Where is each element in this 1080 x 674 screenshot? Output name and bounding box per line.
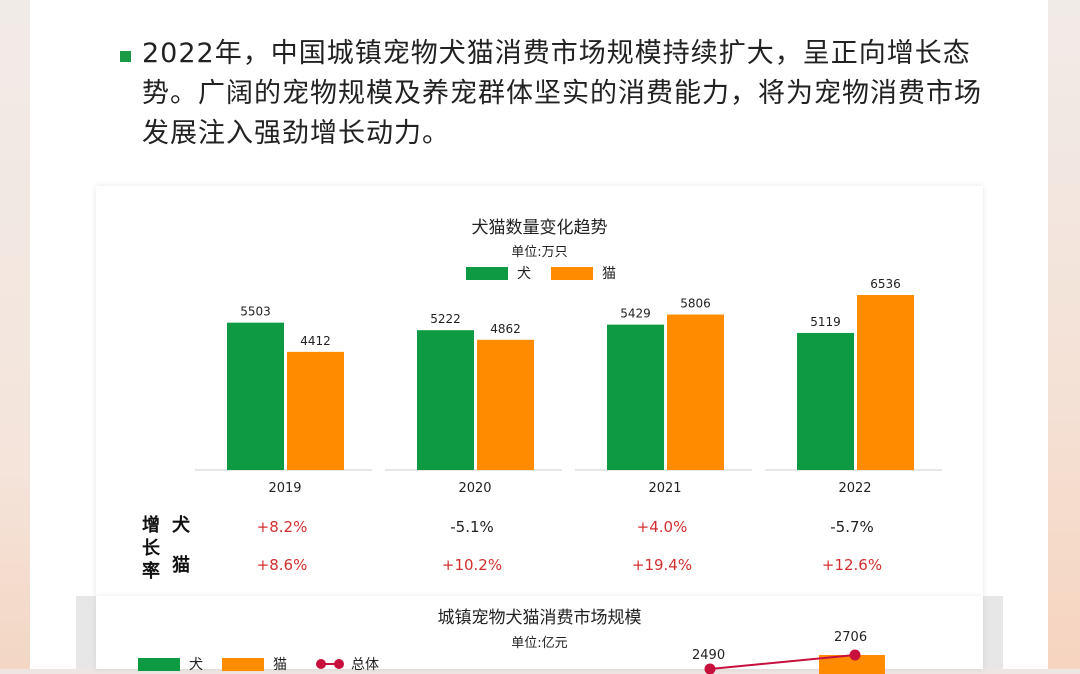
chart2-plot [96, 596, 983, 669]
data-label-dog-2019: 5503 [240, 305, 271, 319]
data-label-cat-2019: 4412 [300, 334, 331, 348]
x-tick-2020: 2020 [458, 481, 491, 496]
right-background-strip [1048, 0, 1080, 669]
growth-char-1: 增 [142, 514, 160, 537]
dog-rate-2020: -5.1% [412, 518, 532, 536]
left-background-strip [0, 0, 30, 669]
bar-cat-2022 [857, 295, 914, 470]
x-tick-2019: 2019 [268, 481, 301, 496]
bar-dog-2021 [607, 325, 664, 470]
bar-dog-2020 [417, 330, 474, 470]
bar-dog-2019 [227, 323, 284, 470]
growth-char-3: 率 [142, 560, 160, 583]
dog-rate-2022: -5.7% [792, 518, 912, 536]
cat-rate-2022: +12.6% [792, 556, 912, 574]
bar-cat-2020 [477, 340, 534, 470]
bullet-square-icon [120, 51, 131, 62]
dog-rate-2021: +4.0% [602, 518, 722, 536]
bar-dog-2022 [797, 333, 854, 470]
chart2-total-point-2022 [850, 650, 861, 661]
bar-cat-2019 [287, 352, 344, 470]
data-label-cat-2022: 6536 [870, 277, 901, 291]
intro-paragraph: 2022年，中国城镇宠物犬猫消费市场规模持续扩大，呈正向增长态势。广阔的宠物规模… [142, 34, 982, 154]
market-size-chart-card: 城镇宠物犬猫消费市场规模 单位:亿元 犬 猫 总体 2490 2706 [96, 596, 983, 669]
cat-rate-2021: +19.4% [602, 556, 722, 574]
bar-cat-2021 [667, 315, 724, 470]
data-label-cat-2021: 5806 [680, 297, 711, 311]
dog-rate-2019: +8.2% [222, 518, 342, 536]
cat-rate-2019: +8.6% [222, 556, 342, 574]
chart1-plot: 2019 5503 4412 2020 5222 4862 2021 5429 5806 2022… [96, 186, 983, 506]
data-label-dog-2022: 5119 [810, 315, 841, 329]
data-label-dog-2020: 5222 [430, 312, 461, 326]
data-label-dog-2021: 5429 [620, 307, 651, 321]
growth-rate-label: 增 长 率 [142, 514, 160, 583]
data-label-cat-2020: 4862 [490, 322, 521, 336]
growth-char-2: 长 [142, 537, 160, 560]
growth-cat-label: 猫 [172, 554, 190, 577]
growth-dog-label: 犬 [172, 514, 190, 537]
cat-rate-2020: +10.2% [412, 556, 532, 574]
x-tick-2022: 2022 [838, 481, 871, 496]
x-tick-2021: 2021 [648, 481, 681, 496]
